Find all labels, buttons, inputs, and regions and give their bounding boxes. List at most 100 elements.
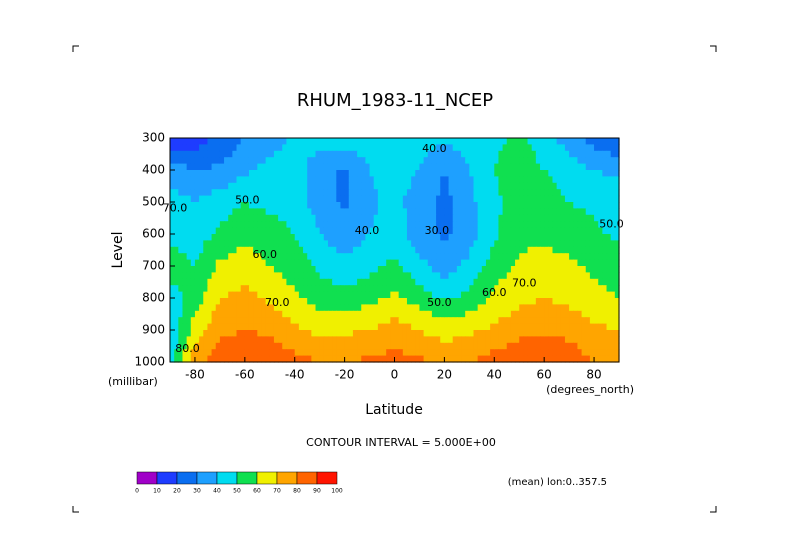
contour-cell (564, 278, 570, 286)
contour-cell (253, 342, 258, 350)
contour-cell (602, 342, 608, 350)
contour-cell (602, 310, 608, 318)
contour-cell (448, 285, 454, 293)
contour-cell (319, 150, 325, 158)
contour-cell (352, 163, 358, 171)
contour-cell (469, 189, 475, 197)
contour-cell (286, 214, 292, 222)
contour-cell (190, 208, 196, 216)
contour-cell (452, 259, 458, 267)
contour-cell (577, 285, 583, 293)
contour-cell (232, 163, 238, 171)
contour-cell (303, 157, 308, 165)
contour-cell (232, 253, 238, 261)
contour-cell (365, 266, 371, 273)
contour-cell (390, 355, 396, 363)
contour-cell (502, 189, 508, 197)
contour-cell (452, 150, 458, 158)
contour-cell (211, 221, 217, 229)
contour-cell (502, 342, 508, 350)
contour-cell (194, 240, 200, 248)
contour-cell (519, 240, 524, 248)
contour-cell (257, 202, 263, 209)
contour-cell (581, 157, 587, 165)
contour-cell (286, 323, 292, 331)
contour-cell (452, 272, 458, 280)
contour-cell (365, 336, 371, 344)
contour-cell (444, 189, 450, 197)
contour-cell (174, 214, 179, 222)
contour-cell (594, 272, 599, 280)
contour-cell (228, 336, 233, 344)
contour-cell (311, 138, 317, 145)
contour-cell (228, 144, 233, 152)
contour-cell (228, 285, 233, 293)
contour-cell (494, 214, 500, 222)
contour-cell (544, 246, 549, 254)
contour-cell (186, 355, 192, 363)
contour-cell (498, 349, 504, 357)
contour-cell (498, 304, 504, 312)
contour-cell (315, 285, 321, 293)
contour-cell (602, 246, 608, 254)
contour-cell (273, 253, 279, 261)
contour-cell (477, 202, 483, 209)
contour-cell (402, 202, 408, 209)
contour-cell (373, 355, 379, 363)
contour-cell (594, 298, 599, 305)
contour-cell (327, 195, 333, 203)
contour-cell (190, 310, 196, 318)
contour-cell (510, 342, 516, 350)
contour-cell (298, 157, 304, 165)
contour-cell (352, 208, 358, 216)
contour-cell (415, 253, 421, 261)
contour-cell (323, 310, 329, 318)
contour-cell (236, 349, 242, 357)
contour-cell (415, 355, 421, 363)
contour-cell (494, 310, 500, 318)
contour-cell (178, 304, 184, 312)
contour-cell (290, 208, 296, 216)
contour-cell (228, 202, 233, 209)
contour-cell (303, 323, 308, 331)
contour-cell (573, 176, 579, 184)
contour-cell (481, 259, 487, 267)
contour-cell (494, 138, 500, 145)
contour-cell (352, 323, 358, 331)
contour-cell (199, 182, 204, 190)
contour-cell (232, 182, 238, 190)
contour-cell (186, 182, 192, 190)
colorbar-label: 60 (253, 488, 261, 495)
contour-cell (219, 176, 225, 184)
contour-cell (423, 138, 429, 145)
contour-cell (498, 227, 504, 235)
contour-cell (531, 189, 537, 197)
crop-marks (72, 45, 717, 513)
contour-cell (257, 150, 263, 158)
contour-cell (448, 323, 454, 331)
contour-cell (269, 246, 275, 254)
contour-cell (244, 138, 250, 145)
contour-cell (556, 202, 562, 209)
contour-cell (186, 304, 192, 312)
contour-cell (481, 310, 487, 318)
contour-cell (174, 349, 179, 357)
contour-note: CONTOUR INTERVAL = 5.000E+00 (306, 436, 496, 449)
contour-cell (585, 176, 591, 184)
contour-cell (444, 163, 450, 171)
contour-cell (490, 272, 495, 280)
contour-cell (261, 246, 267, 254)
contour-cell (170, 189, 175, 197)
contour-cell (236, 195, 242, 203)
contour-cell (282, 323, 288, 331)
contour-cell (423, 157, 429, 165)
contour-cell (602, 304, 608, 312)
contour-cell (240, 157, 246, 165)
contour-cell (323, 240, 329, 248)
contour-cell (332, 253, 337, 261)
contour-cell (348, 336, 354, 344)
contour-cell (365, 234, 371, 241)
contour-cell (415, 266, 421, 273)
contour-cell (531, 182, 537, 190)
contour-cell (485, 355, 491, 363)
